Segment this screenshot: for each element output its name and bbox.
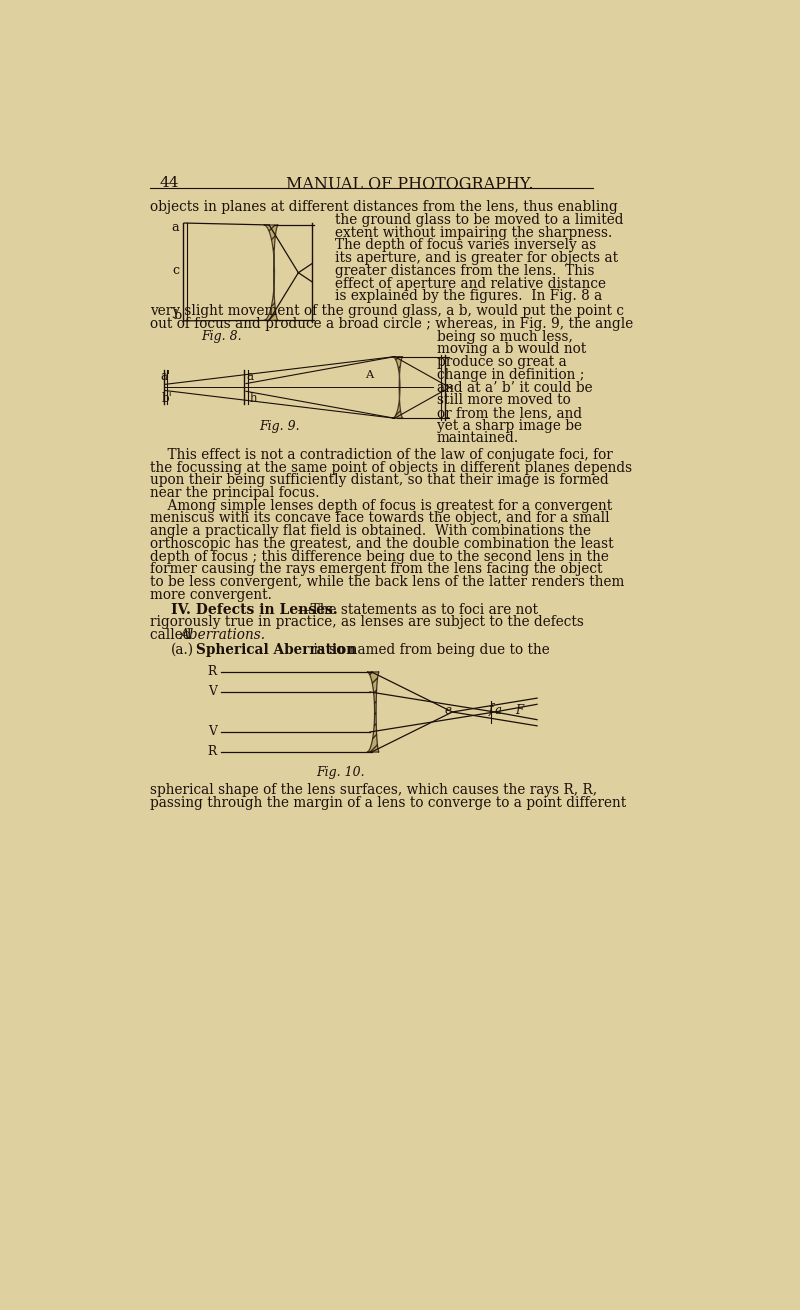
Text: IV. Defects in Lenses.: IV. Defects in Lenses.: [171, 603, 338, 617]
Text: h: h: [250, 392, 258, 405]
Text: produce so great a: produce so great a: [437, 355, 566, 369]
Text: objects in planes at different distances from the lens, thus enabling: objects in planes at different distances…: [150, 200, 618, 215]
Text: its aperture, and is greater for objects at: its aperture, and is greater for objects…: [335, 252, 618, 265]
Text: Fig. 8.: Fig. 8.: [201, 330, 242, 343]
Text: F: F: [515, 705, 524, 718]
Text: more convergent.: more convergent.: [150, 588, 272, 601]
Text: extent without impairing the sharpness.: extent without impairing the sharpness.: [335, 225, 613, 240]
Text: is so named from being due to the: is so named from being due to the: [309, 643, 550, 658]
Polygon shape: [367, 672, 379, 752]
Text: to be less convergent, while the back lens of the latter renders them: to be less convergent, while the back le…: [150, 575, 624, 590]
Text: the focussing at the same point of objects in different planes depends: the focussing at the same point of objec…: [150, 461, 632, 474]
Text: The depth of focus varies inversely as: The depth of focus varies inversely as: [335, 238, 597, 253]
Text: orthoscopic has the greatest, and the double combination the least: orthoscopic has the greatest, and the do…: [150, 537, 614, 550]
Text: meniscus with its concave face towards the object, and for a small: meniscus with its concave face towards t…: [150, 511, 610, 525]
Polygon shape: [392, 356, 403, 418]
Text: R: R: [208, 664, 217, 677]
Text: upon their being sufficiently distant, so that their image is formed: upon their being sufficiently distant, s…: [150, 473, 609, 487]
Text: passing through the margin of a lens to converge to a point different: passing through the margin of a lens to …: [150, 795, 626, 810]
Text: Spherical Aberration: Spherical Aberration: [196, 643, 356, 658]
Text: a': a': [161, 369, 170, 383]
Text: or from the lens, and: or from the lens, and: [437, 406, 582, 421]
Text: V: V: [208, 685, 217, 698]
Text: 44: 44: [160, 177, 179, 190]
Text: and at a’ b’ it could be: and at a’ b’ it could be: [437, 380, 593, 394]
Text: e: e: [445, 705, 452, 718]
Text: b: b: [174, 309, 182, 322]
Text: being so much less,: being so much less,: [437, 330, 573, 343]
Text: former causing the rays emergent from the lens facing the object: former causing the rays emergent from th…: [150, 562, 602, 576]
Text: rigorously true in practice, as lenses are subject to the defects: rigorously true in practice, as lenses a…: [150, 616, 584, 629]
Text: greater distances from the lens.  This: greater distances from the lens. This: [335, 263, 595, 278]
Text: still more moved to: still more moved to: [437, 393, 570, 407]
Text: Among simple lenses depth of focus is greatest for a convergent: Among simple lenses depth of focus is gr…: [150, 499, 612, 512]
Text: b': b': [162, 392, 172, 405]
Text: MANUAL OF PHOTOGRAPHY.: MANUAL OF PHOTOGRAPHY.: [286, 177, 534, 194]
Text: angle a practically flat field is obtained.  With combinations the: angle a practically flat field is obtain…: [150, 524, 590, 538]
Text: Aberrations.: Aberrations.: [179, 627, 265, 642]
Text: Fig. 9.: Fig. 9.: [258, 419, 299, 432]
Polygon shape: [264, 225, 278, 321]
Text: Fig. 10.: Fig. 10.: [316, 766, 365, 779]
Text: This effect is not a contradiction of the law of conjugate foci, for: This effect is not a contradiction of th…: [150, 448, 613, 462]
Text: is explained by the figures.  In Fig. 8 a: is explained by the figures. In Fig. 8 a: [335, 290, 602, 303]
Text: a: a: [246, 369, 253, 383]
Text: near the principal focus.: near the principal focus.: [150, 486, 319, 500]
Text: very slight movement of the ground glass, a b, would put the point c: very slight movement of the ground glass…: [150, 304, 624, 318]
Text: c: c: [172, 263, 179, 276]
Text: —The statements as to foci are not: —The statements as to foci are not: [297, 603, 538, 617]
Text: depth of focus ; this difference being due to the second lens in the: depth of focus ; this difference being d…: [150, 549, 609, 563]
Text: (a.): (a.): [171, 643, 194, 658]
Text: f: f: [489, 702, 493, 715]
Text: change in definition ;: change in definition ;: [437, 368, 584, 381]
Text: called: called: [150, 627, 196, 642]
Text: yet a sharp image be: yet a sharp image be: [437, 419, 582, 432]
Text: maintained.: maintained.: [437, 431, 519, 445]
Text: spherical shape of the lens surfaces, which causes the rays R, R,: spherical shape of the lens surfaces, wh…: [150, 783, 597, 796]
Text: a: a: [171, 220, 179, 233]
Text: a: a: [494, 705, 502, 718]
Text: the ground glass to be moved to a limited: the ground glass to be moved to a limite…: [335, 214, 624, 227]
Text: A: A: [366, 369, 374, 380]
Text: out of focus and produce a broad circle ; whereas, in Fig. 9, the angle: out of focus and produce a broad circle …: [150, 317, 633, 331]
Text: effect of aperture and relative distance: effect of aperture and relative distance: [335, 276, 606, 291]
Text: R: R: [208, 745, 217, 757]
Text: moving a b would not: moving a b would not: [437, 342, 586, 356]
Text: V: V: [208, 724, 217, 738]
